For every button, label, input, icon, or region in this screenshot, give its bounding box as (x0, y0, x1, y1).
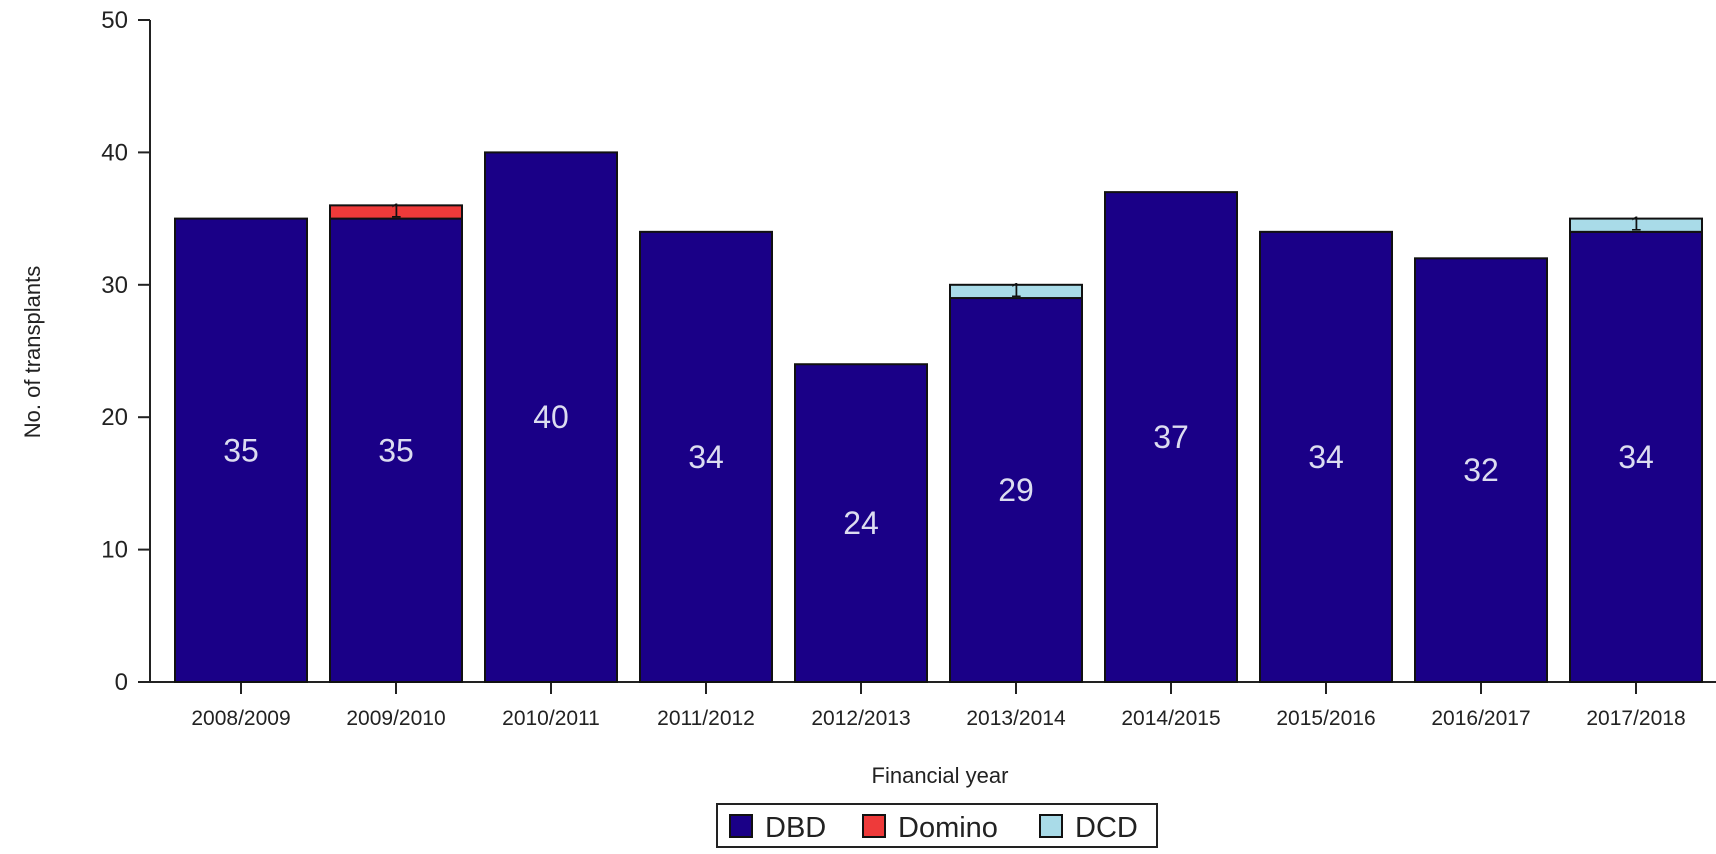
x-tick-label: 2017/2018 (1586, 707, 1685, 730)
legend-box (716, 803, 1158, 848)
y-tick-label: 30 (101, 272, 128, 299)
legend-label-dbd: DBD (765, 812, 826, 844)
bar-value-label: 40 (533, 399, 569, 435)
x-axis-title: Financial year (872, 763, 1009, 788)
bar-segment-dbd (174, 217, 308, 683)
bar-segment-dbd (1414, 257, 1548, 683)
x-tick-label: 2009/2010 (346, 707, 445, 730)
x-axis: 2008/2009 2009/2010 2010/2011 2011/2012 2012… (150, 681, 1716, 730)
bar-segment-dbd (1104, 191, 1238, 683)
legend-swatch-dcd (1039, 814, 1063, 838)
y-tick-label: 50 (101, 7, 128, 34)
bar-value-label: 34 (688, 439, 724, 475)
bar-value-label: 34 (1618, 439, 1654, 475)
bar-value-label: 1 (390, 200, 401, 222)
bars-group (174, 151, 1703, 683)
x-tick-label: 2012/2013 (811, 707, 910, 730)
y-tick-label: 20 (101, 404, 128, 431)
y-axis: 0 10 20 30 40 50 (101, 7, 151, 696)
x-tick-label: 2008/2009 (191, 707, 290, 730)
x-tick-label: 2011/2012 (657, 707, 755, 730)
bar-value-label: 32 (1463, 452, 1499, 488)
x-tick-label: 2014/2015 (1121, 707, 1220, 730)
bar-value-label: 1 (1630, 214, 1641, 236)
y-axis-title: No. of transplants (20, 266, 45, 438)
bar-labels-group: 35 35 1 40 34 24 29 1 37 34 32 34 1 (223, 200, 1654, 541)
bar-value-label: 34 (1308, 439, 1344, 475)
x-tick-label: 2010/2011 (502, 707, 600, 730)
bar-value-label: 24 (843, 505, 879, 541)
legend-swatch-domino (862, 814, 886, 838)
bar-value-label: 35 (378, 432, 414, 468)
bar-segment-dcd (1569, 217, 1703, 233)
legend-label-dcd: DCD (1075, 812, 1138, 844)
bar-value-label: 35 (223, 432, 259, 468)
bar-segment-dbd (1569, 230, 1703, 683)
legend-swatch-dbd (729, 814, 753, 838)
bar-segment-dbd (794, 363, 928, 683)
x-tick-label: 2015/2016 (1276, 707, 1375, 730)
y-tick-label: 10 (101, 537, 128, 564)
bar-segment-domino (329, 204, 463, 220)
bar-segment-dbd (1259, 230, 1393, 683)
y-tick-label: 0 (115, 669, 128, 696)
bar-segment-dbd (484, 151, 618, 683)
x-tick-label: 2013/2014 (966, 707, 1066, 730)
legend-label-domino: Domino (898, 812, 998, 844)
bar-value-label: 29 (998, 472, 1034, 508)
legend: DBD Domino DCD (716, 803, 1158, 848)
bar-value-label: 1 (1010, 280, 1021, 302)
bar-segment-dbd (639, 230, 773, 683)
y-tick-label: 40 (101, 139, 128, 166)
bar-value-label: 37 (1153, 419, 1189, 455)
x-tick-label: 2016/2017 (1431, 707, 1530, 730)
bar-segment-dbd (949, 297, 1083, 683)
bar-segment-dcd (949, 283, 1083, 300)
